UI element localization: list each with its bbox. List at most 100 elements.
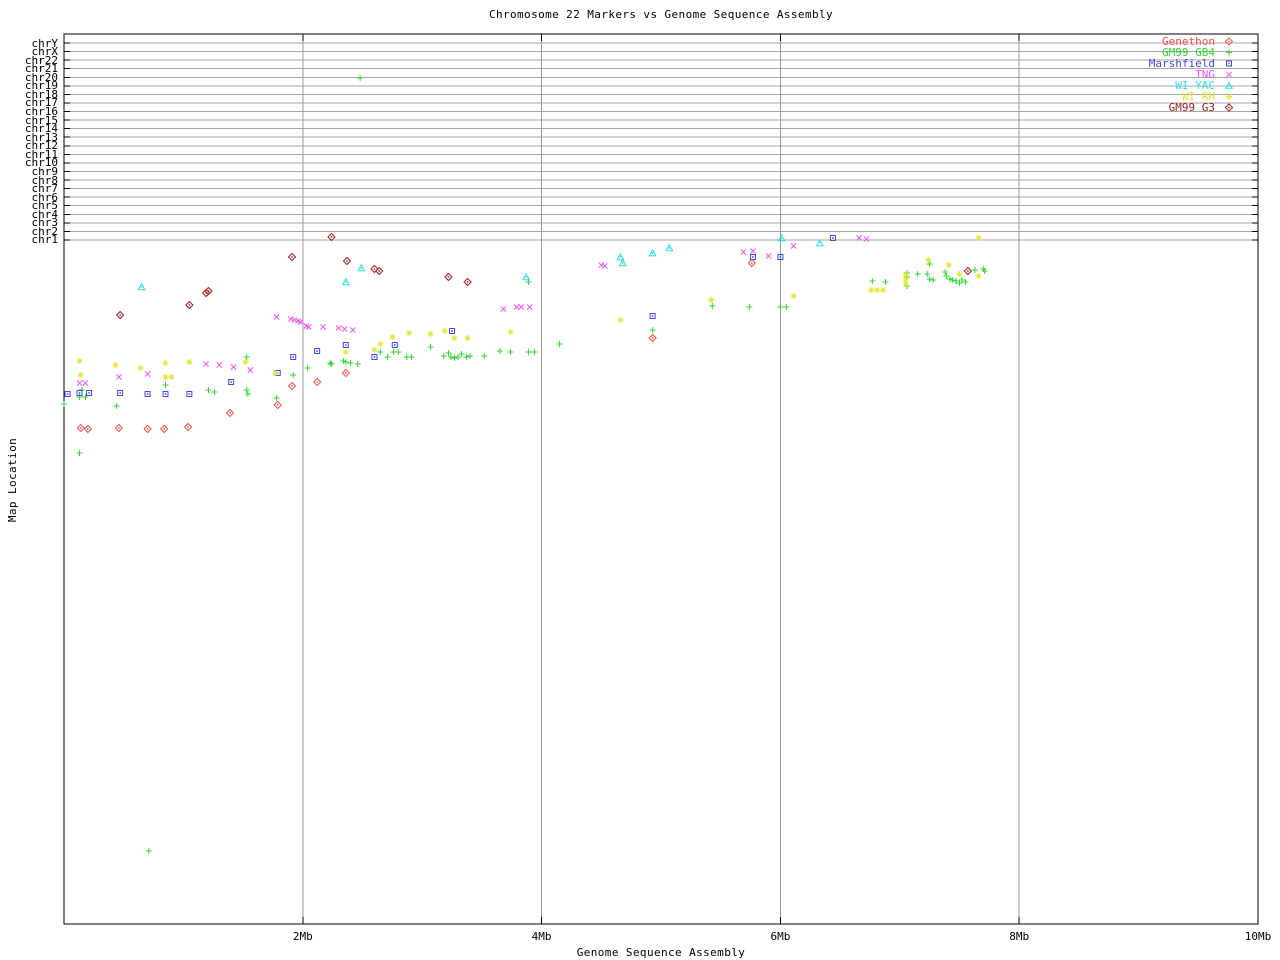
y-tick-label-chrX: chrX [31, 45, 59, 59]
data-point-marker [377, 349, 384, 355]
data-point-marker [507, 349, 514, 355]
data-point-marker [117, 390, 124, 396]
data-point-marker [273, 400, 282, 410]
series-wi-rh [76, 235, 982, 380]
y-tick-label-chr2: chr2 [31, 224, 59, 238]
series-genethon [76, 258, 756, 434]
data-point-marker [521, 272, 531, 281]
y-tick-label-chr5: chr5 [31, 199, 59, 213]
legend-item-genethon: Genethon [996, 36, 1236, 47]
data-point-marker [868, 287, 875, 293]
data-point-marker [61, 401, 67, 407]
data-point-marker [76, 358, 83, 364]
data-point-marker [305, 324, 312, 330]
y-tick-label-chr1: chr1 [31, 233, 59, 247]
data-point-marker [649, 313, 656, 319]
data-point-marker [958, 277, 965, 283]
data-point-marker [1226, 60, 1232, 67]
data-point-marker [526, 304, 533, 310]
data-point-marker [882, 279, 889, 285]
data-point-marker [556, 341, 563, 347]
data-point-marker [342, 342, 349, 348]
data-point-marker [740, 249, 747, 255]
data-point-marker [162, 391, 169, 397]
data-point-marker [347, 360, 354, 366]
data-point-marker [341, 326, 348, 332]
data-point-marker [291, 317, 298, 323]
data-point-marker [926, 261, 933, 267]
data-point-marker [924, 271, 931, 277]
data-point-marker [649, 327, 656, 333]
data-point-marker [463, 277, 472, 287]
y-tick-label-chr16: chr16 [24, 105, 58, 119]
data-point-marker [648, 333, 657, 343]
data-point-marker [777, 304, 784, 310]
data-point-marker [709, 303, 716, 309]
data-point-marker [463, 354, 470, 360]
data-point-marker [949, 277, 956, 283]
data-point-marker [972, 267, 979, 273]
data-point-marker [186, 391, 193, 397]
axis-ticks [64, 34, 1259, 924]
legend-item-marshfield: Marshfield [996, 58, 1236, 69]
legend-label: WI YAC [1175, 79, 1215, 92]
x-tick-label-8Mb: 8Mb [1009, 930, 1030, 943]
data-point-marker [211, 389, 218, 395]
data-point-marker [749, 248, 756, 254]
data-point-marker [975, 273, 982, 279]
data-point-marker [76, 380, 83, 386]
data-point-marker [86, 390, 93, 396]
legend-item-wi-yac: WI YAC [996, 80, 1236, 91]
data-point-marker [427, 344, 434, 350]
data-point-marker [185, 300, 194, 310]
x-tick-label-2Mb: 2Mb [292, 930, 313, 943]
data-point-marker [83, 424, 93, 434]
data-point-marker [1226, 49, 1232, 56]
series-marshfield [64, 235, 836, 397]
data-point-marker [481, 353, 488, 359]
legend-marker-icon [1224, 37, 1234, 46]
data-point-marker [225, 408, 235, 418]
data-point-marker [952, 278, 959, 284]
data-point-marker [272, 370, 279, 376]
chart-title: Chromosome 22 Markers vs Genome Sequence… [488, 8, 834, 21]
data-point-marker [115, 374, 122, 380]
data-point-marker [513, 304, 520, 310]
data-point-marker [320, 324, 327, 330]
data-point-marker [160, 424, 169, 434]
legend-item-tng: TNG [996, 69, 1236, 80]
legend-marker-icon [1226, 60, 1232, 67]
data-point-marker [201, 288, 211, 298]
y-tick-label-chr3: chr3 [31, 216, 59, 230]
data-point-marker [856, 235, 863, 241]
y-tick-label-chr7: chr7 [31, 182, 59, 196]
y-tick-label-chr14: chr14 [24, 122, 58, 136]
data-point-marker [144, 371, 151, 377]
data-point-marker [925, 257, 932, 263]
legend-item-gm99-g3: GM99 G3 [996, 102, 1236, 113]
x-axis-title: Genome Sequence Assembly [576, 946, 746, 959]
data-point-marker [926, 276, 933, 282]
data-point-marker [342, 359, 349, 365]
data-point-marker [76, 423, 85, 433]
data-point-marker [790, 293, 797, 299]
data-point-marker [371, 354, 378, 360]
legend-label: Marshfield [1148, 57, 1215, 70]
legend-item-gm99-gb4: GM99 GB4 [996, 47, 1236, 58]
data-point-marker [335, 325, 342, 331]
data-point-marker [451, 335, 458, 341]
data-point-marker [956, 271, 963, 277]
data-point-marker [874, 287, 881, 293]
data-point-marker [963, 266, 973, 276]
data-point-marker [64, 391, 71, 397]
data-point-marker [444, 272, 453, 282]
data-point-marker [648, 248, 657, 257]
data-point-marker [1224, 81, 1234, 89]
data-point-marker [162, 382, 169, 388]
y-tick-label-chr15: chr15 [24, 113, 58, 127]
data-point-marker [137, 282, 146, 291]
series-gm99-gb4 [61, 75, 988, 854]
y-tick-label-chr12: chr12 [24, 139, 58, 153]
data-point-marker [962, 279, 969, 285]
